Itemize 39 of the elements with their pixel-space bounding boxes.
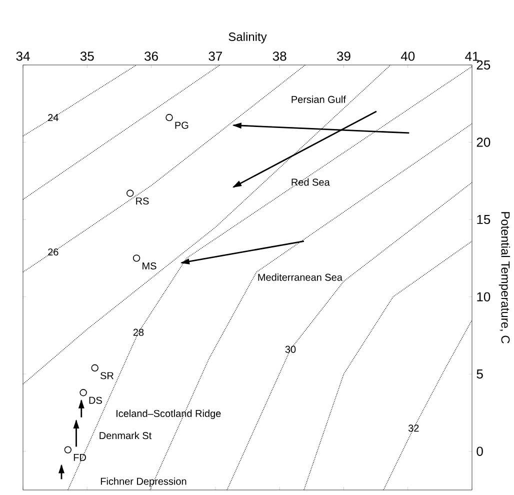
x-tick-label: 35 bbox=[80, 52, 94, 61]
annotation: Denmark St bbox=[100, 432, 152, 440]
x-tick-label: 34 bbox=[16, 52, 30, 61]
point bbox=[126, 190, 134, 197]
x-tick-label: 37 bbox=[208, 52, 222, 61]
x-axis-title: Salinity bbox=[228, 32, 267, 44]
annotation: 28 bbox=[133, 328, 144, 336]
x-tick-label: 38 bbox=[272, 52, 286, 61]
annotation: MS bbox=[142, 262, 156, 270]
annotation: Iceland–Scotland Ridge bbox=[116, 410, 221, 420]
annotation: PG bbox=[175, 122, 188, 129]
y-tick-label: 5 bbox=[476, 370, 483, 379]
point bbox=[80, 389, 87, 396]
point bbox=[91, 364, 98, 372]
annotation: Red Sea bbox=[292, 178, 330, 186]
annotation: 32 bbox=[408, 424, 419, 432]
y-tick-label: 20 bbox=[476, 138, 490, 147]
annotation: 24 bbox=[48, 114, 58, 122]
y-axis-title: Potential Temperature, C bbox=[498, 212, 510, 344]
annotation: 26 bbox=[48, 248, 58, 256]
y-tick-label: 25 bbox=[476, 60, 490, 70]
annotation: FD bbox=[74, 454, 86, 461]
point bbox=[132, 254, 140, 262]
point bbox=[64, 446, 72, 454]
annotation: SR bbox=[100, 372, 114, 380]
point bbox=[166, 114, 173, 122]
annotation: Mediterranean Sea bbox=[258, 273, 342, 281]
annotation: DS bbox=[89, 396, 102, 404]
x-tick-label: 39 bbox=[336, 52, 350, 61]
annotation: Fichner Depression bbox=[100, 478, 186, 487]
annotation: RS bbox=[136, 197, 149, 205]
x-tick-label: 36 bbox=[144, 52, 158, 61]
x-tick-label: 40 bbox=[400, 52, 415, 61]
annotation: 30 bbox=[285, 346, 296, 353]
annotation: Persian Gulf bbox=[292, 96, 346, 104]
y-tick-label: 10 bbox=[477, 292, 490, 302]
y-tick-label: 15 bbox=[477, 215, 490, 224]
y-tick-label: 0 bbox=[476, 446, 483, 456]
x-tick-label: 41 bbox=[465, 52, 479, 61]
